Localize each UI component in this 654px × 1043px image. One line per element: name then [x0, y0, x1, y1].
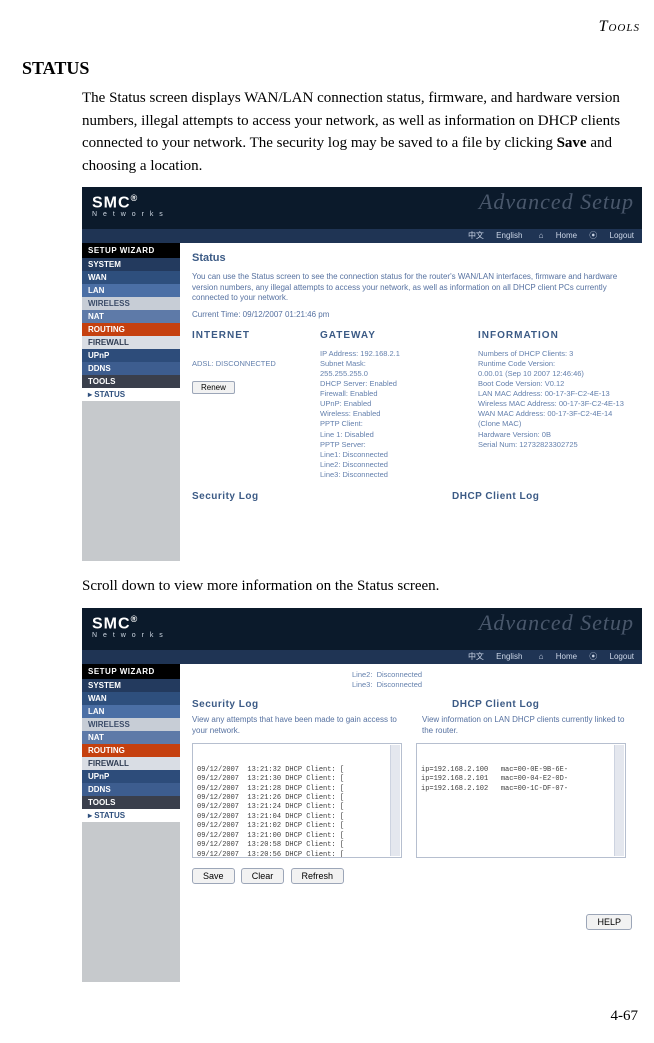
reg-mark: ® — [131, 193, 139, 203]
security-log-desc: View any attempts that have been made to… — [192, 715, 402, 737]
nav-tools[interactable]: TOOLS — [82, 796, 180, 809]
logo-text: SMC — [92, 194, 131, 211]
logout-link[interactable]: ⦿ Logout — [589, 231, 634, 240]
log-heading-row: Security Log DHCP Client Log — [192, 490, 632, 504]
data-row: ADSL: DISCONNECTED Renew IP Address: 192… — [192, 349, 632, 481]
dhcp-log-desc: View information on LAN DHCP clients cur… — [422, 715, 632, 737]
nav-firewall[interactable]: FIREWALL — [82, 336, 180, 349]
security-log-textarea[interactable]: 09/12/2007 13:21:32 DHCP Client: [ 09/12… — [192, 743, 402, 858]
sidebar-fill — [82, 822, 180, 982]
nav-ddns[interactable]: DDNS — [82, 362, 180, 375]
log-descriptions: View any attempts that have been made to… — [192, 715, 632, 737]
lang-en[interactable]: English — [496, 652, 522, 661]
gateway-cell: IP Address: 192.168.2.1 Subnet Mask: 255… — [320, 349, 470, 481]
sidebar: SETUP WIZARD SYSTEMWANLANWIRELESSNATROUT… — [82, 664, 180, 982]
security-log-content: 09/12/2007 13:21:32 DHCP Client: [ 09/12… — [197, 766, 397, 858]
refresh-button[interactable]: Refresh — [291, 868, 345, 884]
home-link[interactable]: ⌂ Home — [539, 231, 577, 240]
lang-zh[interactable]: 中文 — [468, 652, 484, 661]
panel-title: Status — [192, 251, 632, 266]
lang-en[interactable]: English — [496, 231, 522, 240]
security-log-heading: Security Log — [192, 698, 452, 712]
current-time: Current Time: 09/12/2007 01:21:46 pm — [192, 310, 632, 321]
logout-link[interactable]: ⦿ Logout — [589, 652, 634, 661]
nav-status[interactable]: ▸ STATUS — [82, 388, 180, 401]
dhcp-log-heading: DHCP Client Log — [452, 698, 632, 712]
intro-bold: Save — [557, 135, 587, 151]
dhcp-log-textarea[interactable]: ip=192.168.2.100 mac=00-0E-9B-6E- ip=192… — [416, 743, 626, 858]
logo-subtitle: N e t w o r k s — [92, 211, 165, 218]
security-log-heading: Security Log — [192, 490, 452, 504]
home-link[interactable]: ⌂ Home — [539, 652, 577, 661]
logo-text: SMC — [92, 615, 131, 632]
home-label: Home — [556, 231, 577, 240]
scrollbar[interactable] — [390, 745, 400, 856]
nav-firewall[interactable]: FIREWALL — [82, 757, 180, 770]
renew-button[interactable]: Renew — [192, 381, 235, 394]
logout-label: Logout — [610, 231, 634, 240]
top-link-bar: 中文 English ⌂ Home ⦿ Logout — [82, 650, 642, 664]
home-label: Home — [556, 652, 577, 661]
save-button[interactable]: Save — [192, 868, 235, 884]
advanced-setup-text: Advanced Setup — [479, 189, 634, 215]
router-banner: SMC® N e t w o r k s Advanced Setup — [82, 187, 642, 229]
columns-header: INTERNET GATEWAY INFORMATION — [192, 329, 632, 343]
sidebar: SETUP WIZARD SYSTEMWANLANWIRELESSNATROUT… — [82, 243, 180, 561]
nav-nat[interactable]: NAT — [82, 310, 180, 323]
nav-nat[interactable]: NAT — [82, 731, 180, 744]
nav-upnp[interactable]: UPnP — [82, 770, 180, 783]
nav-system[interactable]: SYSTEM — [82, 679, 180, 692]
main-panel: Status You can use the Status screen to … — [180, 243, 642, 561]
panel-description: You can use the Status screen to see the… — [192, 272, 632, 304]
internet-cell: ADSL: DISCONNECTED Renew — [192, 349, 312, 394]
page-title: STATUS — [22, 58, 646, 79]
dhcp-log-content: ip=192.168.2.100 mac=00-0E-9B-6E- ip=192… — [421, 766, 621, 794]
nav-wireless[interactable]: WIRELESS — [82, 297, 180, 310]
intro-paragraph: The Status screen displays WAN/LAN conne… — [82, 87, 646, 177]
adsl-status: ADSL: DISCONNECTED — [192, 359, 312, 369]
dhcp-log-heading: DHCP Client Log — [452, 490, 632, 504]
log-buttons: Save Clear Refresh — [192, 868, 632, 884]
advanced-setup-text: Advanced Setup — [479, 610, 634, 636]
nav-lan[interactable]: LAN — [82, 284, 180, 297]
reg-mark: ® — [131, 614, 139, 624]
lang-zh[interactable]: 中文 — [468, 231, 484, 240]
setup-wizard-link[interactable]: SETUP WIZARD — [82, 664, 180, 679]
nav-tools[interactable]: TOOLS — [82, 375, 180, 388]
setup-wizard-link[interactable]: SETUP WIZARD — [82, 243, 180, 258]
logout-label: Logout — [610, 652, 634, 661]
scrollbar[interactable] — [614, 745, 624, 856]
nav-ddns[interactable]: DDNS — [82, 783, 180, 796]
information-cell: Numbers of DHCP Clients: 3 Runtime Code … — [478, 349, 632, 450]
nav-system[interactable]: SYSTEM — [82, 258, 180, 271]
screenshot-2: SMC® N e t w o r k s Advanced Setup 中文 E… — [82, 608, 642, 982]
scroll-text: Scroll down to view more information on … — [82, 575, 646, 598]
nav-routing[interactable]: ROUTING — [82, 323, 180, 336]
logo: SMC® — [92, 614, 138, 633]
header-information: INFORMATION — [478, 329, 632, 343]
log-heading-row: Security Log DHCP Client Log — [192, 698, 632, 712]
main-panel: Line2: Disconnected Line3: Disconnected … — [180, 664, 642, 982]
header-gateway: GATEWAY — [320, 329, 470, 343]
line-leftover: Line2: Disconnected Line3: Disconnected — [352, 670, 632, 690]
nav-status[interactable]: ▸ STATUS — [82, 809, 180, 822]
nav-wan[interactable]: WAN — [82, 271, 180, 284]
screenshot-1: SMC® N e t w o r k s Advanced Setup 中文 E… — [82, 187, 642, 561]
sidebar-fill — [82, 401, 180, 561]
header-section: Tools — [22, 18, 646, 36]
nav-wireless[interactable]: WIRELESS — [82, 718, 180, 731]
top-link-bar: 中文 English ⌂ Home ⦿ Logout — [82, 229, 642, 243]
intro-text-1: The Status screen displays WAN/LAN conne… — [82, 90, 620, 151]
logo: SMC® — [92, 193, 138, 212]
nav-upnp[interactable]: UPnP — [82, 349, 180, 362]
nav-routing[interactable]: ROUTING — [82, 744, 180, 757]
page-number: 4-67 — [611, 1008, 639, 1025]
clear-button[interactable]: Clear — [241, 868, 285, 884]
nav-wan[interactable]: WAN — [82, 692, 180, 705]
help-button[interactable]: HELP — [586, 914, 632, 930]
logo-subtitle: N e t w o r k s — [92, 632, 165, 639]
nav-lan[interactable]: LAN — [82, 705, 180, 718]
header-internet: INTERNET — [192, 329, 312, 343]
router-banner: SMC® N e t w o r k s Advanced Setup — [82, 608, 642, 650]
